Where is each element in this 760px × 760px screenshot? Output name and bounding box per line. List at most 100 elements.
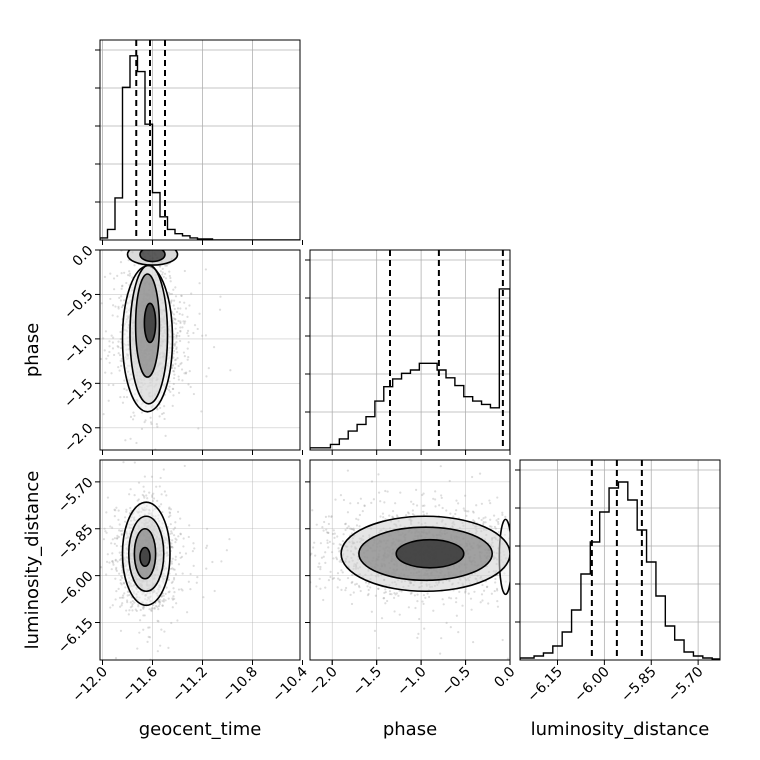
scatter-point [396,515,399,518]
scatter-point [438,652,442,655]
xtick-label-geocent_time: −11.2 [169,664,211,706]
scatter-point [351,573,354,577]
scatter-point [186,358,189,361]
scatter-point [388,514,391,517]
scatter-point [150,422,153,426]
scatter-point [377,587,380,590]
scatter-point [422,594,425,597]
scatter-point [516,513,518,515]
scatter-point [168,507,171,510]
scatter-point [125,395,129,399]
scatter-point [128,270,131,273]
scatter-point [515,557,517,559]
scatter-point [383,591,386,594]
scatter-point [155,485,158,488]
scatter-point [426,592,429,595]
scatter-point [179,517,182,520]
scatter-point [128,168,130,170]
scatter-point [149,421,153,424]
scatter-point [506,657,509,660]
scatter-point [564,570,566,572]
scatter-point [106,496,110,499]
scatter-point [152,492,155,495]
scatter-point [153,441,155,443]
scatter-point [326,539,329,542]
scatter-point [179,329,182,333]
scatter-point [184,320,187,323]
scatter-point [441,506,444,510]
scatter-point [349,527,352,530]
scatter-point [377,587,380,590]
scatter-point [176,619,179,622]
scatter-point [179,320,182,323]
scatter-point [158,600,161,604]
scatter-point [162,412,165,415]
scatter-point [169,508,173,511]
scatter-point [489,518,492,521]
scatter-point [162,594,165,597]
scatter-point [330,551,334,554]
scatter-point [327,579,331,582]
scatter-point [341,539,345,543]
scatter-point [315,585,318,588]
scatter-point [111,560,114,563]
scatter-point [442,603,445,606]
scatter-point [480,502,483,505]
scatter-point [110,568,113,571]
scatter-point [174,295,178,298]
scatter-point [513,571,515,573]
scatter-point [119,554,123,557]
scatter-point [344,528,347,532]
scatter-point [191,550,194,553]
scatter-point [159,406,162,410]
scatter-point [504,515,507,518]
scatter-point [284,542,286,544]
scatter-point [377,491,381,494]
scatter-point [192,564,195,567]
scatter-point [174,358,178,361]
scatter-point [148,701,150,703]
scatter-point [324,515,327,518]
scatter-point [183,301,186,304]
scatter-point [416,636,419,639]
scatter-point [125,281,128,285]
scatter-point [525,551,527,553]
scatter-point [124,439,127,442]
scatter-point [121,529,124,532]
scatter-point [115,544,118,547]
scatter-point [559,551,561,553]
scatter-point [129,488,132,491]
scatter-point [515,579,517,581]
scatter-point [117,307,120,310]
scatter-point [516,532,518,534]
scatter-point [457,631,460,634]
scatter-point [119,557,123,560]
scatter-point [185,371,188,374]
scatter-point [321,526,324,529]
scatter-point [151,499,155,503]
scatter-point [425,512,429,515]
scatter-point [93,546,95,548]
scatter-point [165,494,168,497]
scatter-point [176,331,179,335]
scatter-point [338,550,341,553]
scatter-point [164,272,167,275]
scatter-point [390,593,393,596]
scatter-point [170,532,174,535]
scatter-point [379,515,382,518]
scatter-point [384,489,387,493]
scatter-point [133,414,136,417]
scatter-point [653,547,655,549]
scatter-point [181,313,184,316]
scatter-point [157,608,160,611]
scatter-point [119,605,122,608]
scatter-point [413,594,416,597]
scatter-point [175,322,178,325]
scatter-point [388,592,392,596]
scatter-point [291,595,293,597]
scatter-point [465,514,468,517]
ytick-label-luminosity_distance: −5.70 [55,475,97,517]
scatter-point [180,294,183,298]
scatter-point [524,519,526,521]
scatter-point [126,590,129,593]
